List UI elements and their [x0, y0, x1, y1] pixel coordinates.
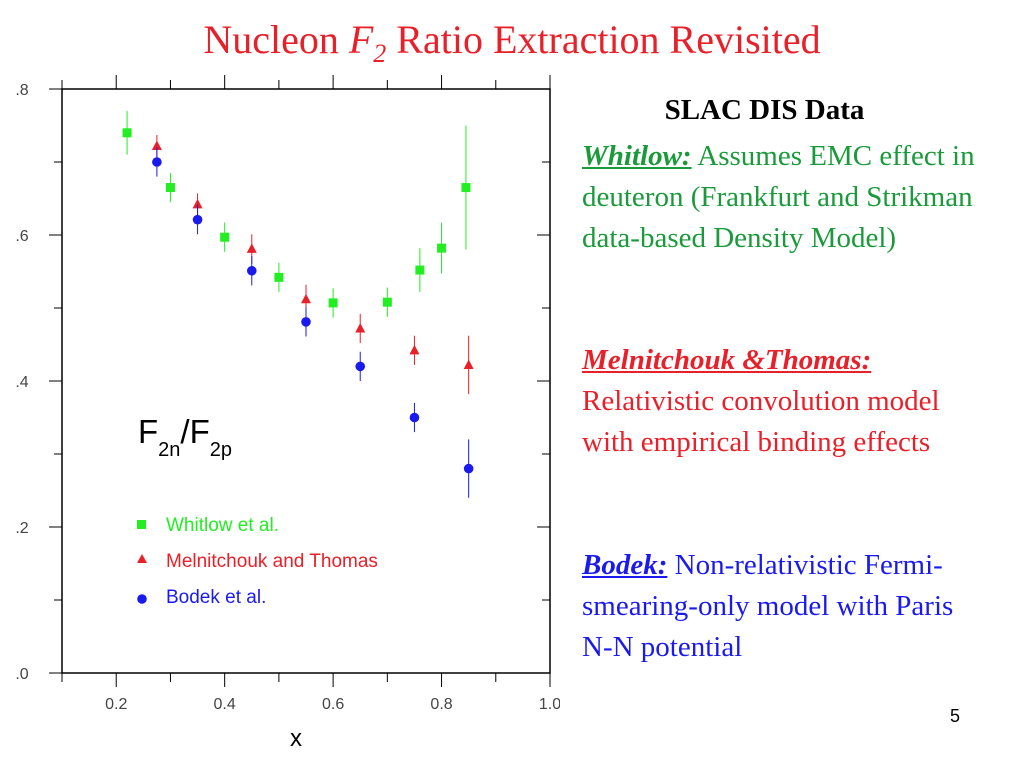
data-point	[192, 198, 203, 209]
x-axis-ticks	[61, 75, 551, 687]
y-tick-label: .0	[15, 666, 28, 683]
data-point	[437, 243, 447, 253]
data-point	[382, 297, 392, 307]
bodek-name: Bodek:	[582, 549, 668, 581]
ratio-label-slash-f: /F	[180, 413, 209, 450]
data-point	[151, 140, 162, 150]
data-point	[301, 317, 311, 327]
data-point	[274, 272, 284, 282]
data-point	[122, 128, 132, 138]
y-tick-label: .4	[15, 374, 28, 391]
x-axis-tick-labels: 0.2 0.4 0.6 0.8 1.0	[105, 696, 560, 713]
plot-frame	[61, 88, 551, 674]
data-point	[409, 412, 420, 423]
x-tick-label: 0.8	[430, 696, 452, 713]
legend-label-bodek: Bodek et al.	[166, 587, 266, 608]
title-prefix: Nucleon	[203, 17, 349, 62]
bodek-description: Bodek: Non-relativistic Fermi-smearing-o…	[582, 545, 982, 668]
series-triangle	[151, 134, 474, 395]
data-point	[165, 183, 175, 193]
x-tick-label: 0.6	[322, 696, 344, 713]
ratio-label-f: F	[138, 413, 158, 450]
data-point	[355, 361, 366, 372]
y-tick-label: .6	[15, 228, 28, 245]
whitlow-name: Whitlow:	[582, 140, 692, 172]
f2-ratio-chart: 0.2 0.4 0.6 0.8 1.0 .0 .2 .4 .6 .8 x F2n/F2p Whi…	[15, 75, 560, 752]
data-point	[409, 344, 420, 355]
title-subscript: 2	[373, 39, 387, 68]
data-point	[463, 463, 474, 474]
legend-label-melnitchouk: Melnitchouk and Thomas	[166, 551, 378, 572]
melnitchouk-text: Relativistic convolution model with empi…	[582, 385, 940, 458]
data-point	[220, 232, 230, 242]
legend-marker-whitlow	[137, 520, 146, 529]
melnitchouk-name: Melnitchouk &Thomas:	[582, 344, 872, 376]
data-point	[463, 359, 474, 369]
title-f: F	[348, 17, 374, 62]
whitlow-description: Whitlow: Assumes EMC effect in deuteron …	[582, 136, 982, 259]
data-point	[461, 183, 471, 193]
melnitchouk-description: Melnitchouk &Thomas: Relativistic convol…	[582, 340, 982, 463]
data-point	[301, 293, 311, 304]
data-point	[415, 265, 425, 275]
x-tick-label: 0.4	[214, 696, 236, 713]
legend-label-whitlow: Whitlow et al.	[166, 515, 279, 536]
x-axis-label: x	[290, 725, 302, 752]
page-number: 5	[949, 706, 960, 726]
legend-marker-melnitchouk	[137, 554, 147, 563]
data-point	[192, 214, 203, 225]
whitlow-text: Assumes EMC effect in deuteron (Frankfur…	[582, 140, 975, 254]
y-axis-ticks	[49, 88, 550, 674]
data-series	[122, 110, 474, 498]
data-point	[246, 265, 257, 276]
data-point	[246, 243, 257, 253]
data-point	[355, 322, 366, 333]
data-point	[328, 298, 338, 308]
bodek-text: Non-relativistic Fermi-smearing-only mod…	[582, 549, 954, 663]
x-tick-label: 1.0	[539, 696, 560, 713]
y-tick-label: .2	[15, 520, 28, 537]
slac-dis-heading: SLAC DIS Data	[664, 94, 865, 126]
series-circle	[152, 147, 474, 498]
ratio-label-sub-2n: 2n	[158, 439, 180, 461]
slide-title: Nucleon F2 Ratio Extraction Revisited	[0, 18, 1024, 69]
data-point	[152, 157, 162, 167]
y-axis-tick-labels: .0 .2 .4 .6 .8	[15, 82, 28, 683]
ratio-label-sub-2p: 2p	[210, 439, 232, 461]
chart-legend: Whitlow et al. Melnitchouk and Thomas Bo…	[137, 515, 378, 608]
series-square	[122, 110, 471, 318]
x-tick-label: 0.2	[105, 696, 127, 713]
y-tick-label: .8	[15, 82, 28, 99]
legend-marker-bodek	[137, 594, 147, 604]
title-suffix: Ratio Extraction Revisited	[386, 17, 821, 62]
plot-ratio-label: F2n/F2p	[138, 413, 232, 461]
